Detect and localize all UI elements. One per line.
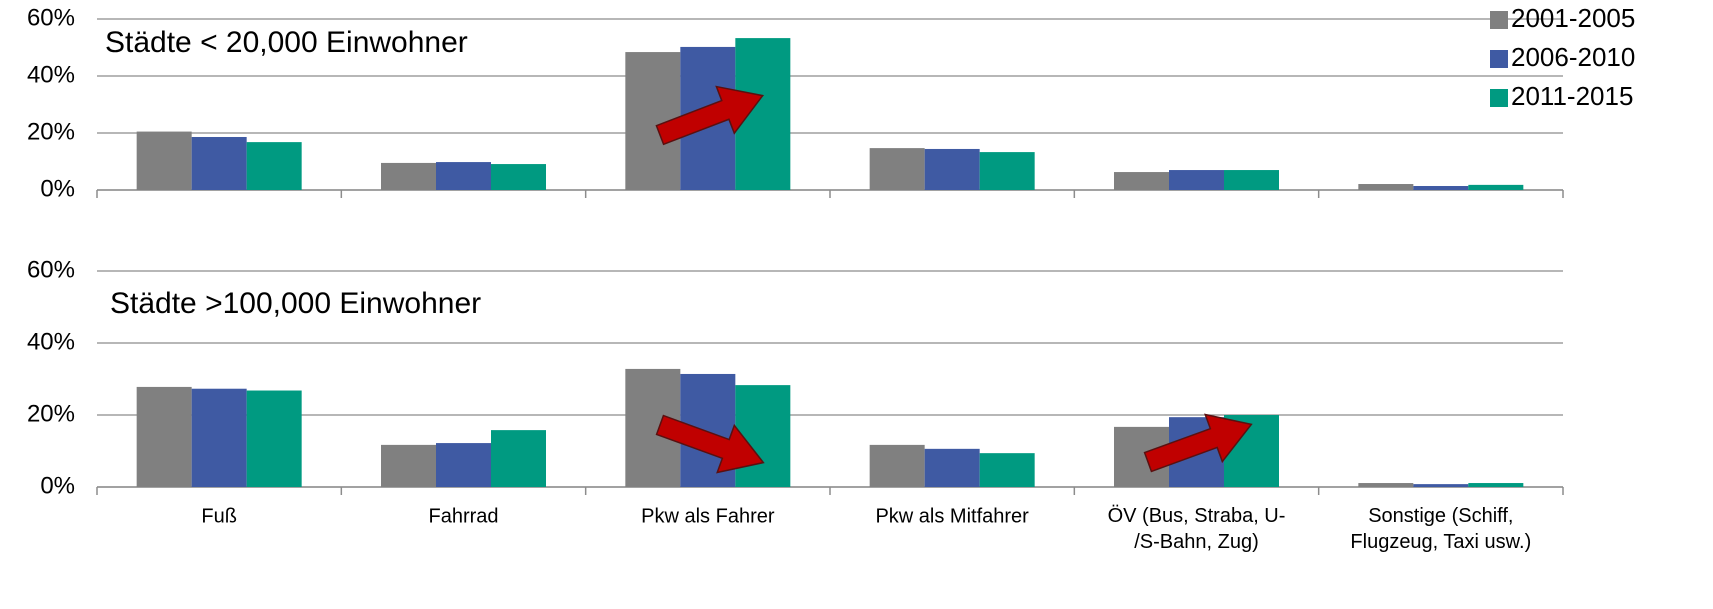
bar bbox=[191, 388, 247, 487]
bar bbox=[1468, 184, 1524, 190]
bar bbox=[1224, 170, 1279, 190]
legend-swatch bbox=[1490, 11, 1508, 29]
bar bbox=[1358, 184, 1414, 190]
y-tick-label: 20% bbox=[27, 400, 75, 427]
bar bbox=[979, 152, 1035, 190]
bar bbox=[924, 448, 980, 487]
bar bbox=[436, 443, 491, 487]
x-tick-label: Pkw als Fahrer bbox=[641, 505, 775, 527]
chart-annotation: Städte >100,000 Einwohner bbox=[110, 287, 481, 320]
x-tick-label: Fahrrad bbox=[428, 505, 498, 527]
trend-arrow bbox=[655, 85, 765, 146]
y-tick-label: 40% bbox=[27, 61, 75, 88]
chart-annotation: Städte < 20,000 Einwohner bbox=[105, 26, 468, 59]
bar bbox=[1169, 170, 1224, 190]
y-tick-label: 60% bbox=[27, 4, 75, 31]
bar bbox=[1468, 483, 1524, 487]
y-tick-label: 40% bbox=[27, 328, 75, 355]
x-tick-label: Fuß bbox=[201, 505, 237, 527]
bar bbox=[924, 148, 980, 190]
x-tick-label: ÖV (Bus, Straba, U-/S-Bahn, Zug) bbox=[1108, 505, 1286, 553]
bar bbox=[381, 162, 436, 190]
bar bbox=[979, 453, 1035, 487]
bar bbox=[136, 131, 192, 190]
bar bbox=[1413, 484, 1469, 487]
legend-label: 2011-2015 bbox=[1511, 81, 1633, 111]
bar bbox=[869, 444, 925, 487]
y-tick-label: 60% bbox=[27, 256, 75, 283]
y-tick-label: 0% bbox=[40, 175, 75, 202]
bar bbox=[381, 444, 436, 487]
bar bbox=[1413, 186, 1469, 190]
legend-label: 2006-2010 bbox=[1511, 42, 1635, 72]
bar bbox=[735, 385, 791, 487]
bar bbox=[246, 142, 302, 190]
legend-swatch bbox=[1490, 89, 1508, 107]
bar bbox=[491, 430, 546, 487]
bar bbox=[1358, 483, 1414, 487]
y-tick-label: 0% bbox=[40, 472, 75, 499]
trend-arrow bbox=[1143, 413, 1253, 473]
bar bbox=[136, 386, 192, 487]
bar bbox=[1114, 172, 1169, 190]
x-tick-label: Sonstige (Schiff, Flugzeug, Taxi usw.) bbox=[1350, 505, 1531, 553]
plots: 0% 20% 40% 60% Städte < 20,000 Einwohner 2001… bbox=[27, 3, 1635, 553]
x-tick-label: Pkw als Mitfahrer bbox=[875, 505, 1029, 527]
trend-arrow bbox=[655, 414, 765, 474]
bar bbox=[246, 390, 302, 487]
bar bbox=[191, 136, 247, 190]
bar bbox=[436, 162, 491, 190]
bar bbox=[869, 148, 925, 190]
legend-swatch bbox=[1490, 50, 1508, 68]
y-tick-label: 20% bbox=[27, 118, 75, 145]
bar bbox=[491, 164, 546, 190]
legend-label: 2001-2005 bbox=[1511, 3, 1635, 33]
